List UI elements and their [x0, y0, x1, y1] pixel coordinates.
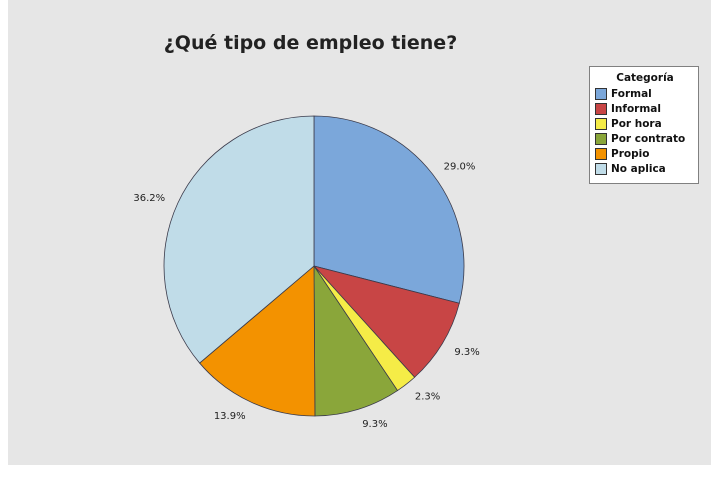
pie-slice-formal [313, 115, 465, 304]
legend: Categoría Formal Informal Por hora Por cont… [589, 66, 699, 184]
legend-swatch [595, 117, 607, 130]
legend-items: Formal Informal Por hora Por contrato Propio… [595, 86, 698, 176]
legend-label: Informal [611, 102, 661, 115]
slice-value-label: 29.0% [444, 162, 476, 173]
legend-swatch [595, 147, 607, 160]
legend-swatch [595, 102, 607, 115]
slice-value-label: 36.2% [133, 193, 165, 204]
legend-label: Propio [611, 147, 650, 160]
legend-label: Por hora [611, 117, 662, 130]
slice-value-label: 2.3% [415, 391, 440, 402]
pie-slice-informal [312, 265, 460, 378]
legend-item: Por contrato [595, 131, 698, 146]
legend-item: No aplica [595, 161, 698, 176]
chart-title: ¿Qué tipo de empleo tiene? [163, 32, 458, 54]
pie-slice-no-aplica [163, 115, 315, 364]
legend-swatch [595, 162, 607, 175]
legend-label: Formal [611, 87, 652, 100]
legend-title: Categoría [616, 72, 674, 84]
legend-swatch [595, 87, 607, 100]
legend-item: Informal [595, 101, 698, 116]
legend-swatch [595, 132, 607, 145]
legend-item: Por hora [595, 116, 698, 131]
slice-value-label: 9.3% [454, 347, 479, 358]
pie-slice-por-contrato [313, 264, 399, 417]
legend-item: Propio [595, 146, 698, 161]
slice-value-label: 13.9% [214, 411, 246, 422]
pie-slice-propio [199, 265, 316, 417]
legend-label: No aplica [611, 162, 666, 175]
slice-value-label: 9.3% [362, 419, 387, 430]
legend-item: Formal [595, 86, 698, 101]
legend-label: Por contrato [611, 132, 686, 145]
